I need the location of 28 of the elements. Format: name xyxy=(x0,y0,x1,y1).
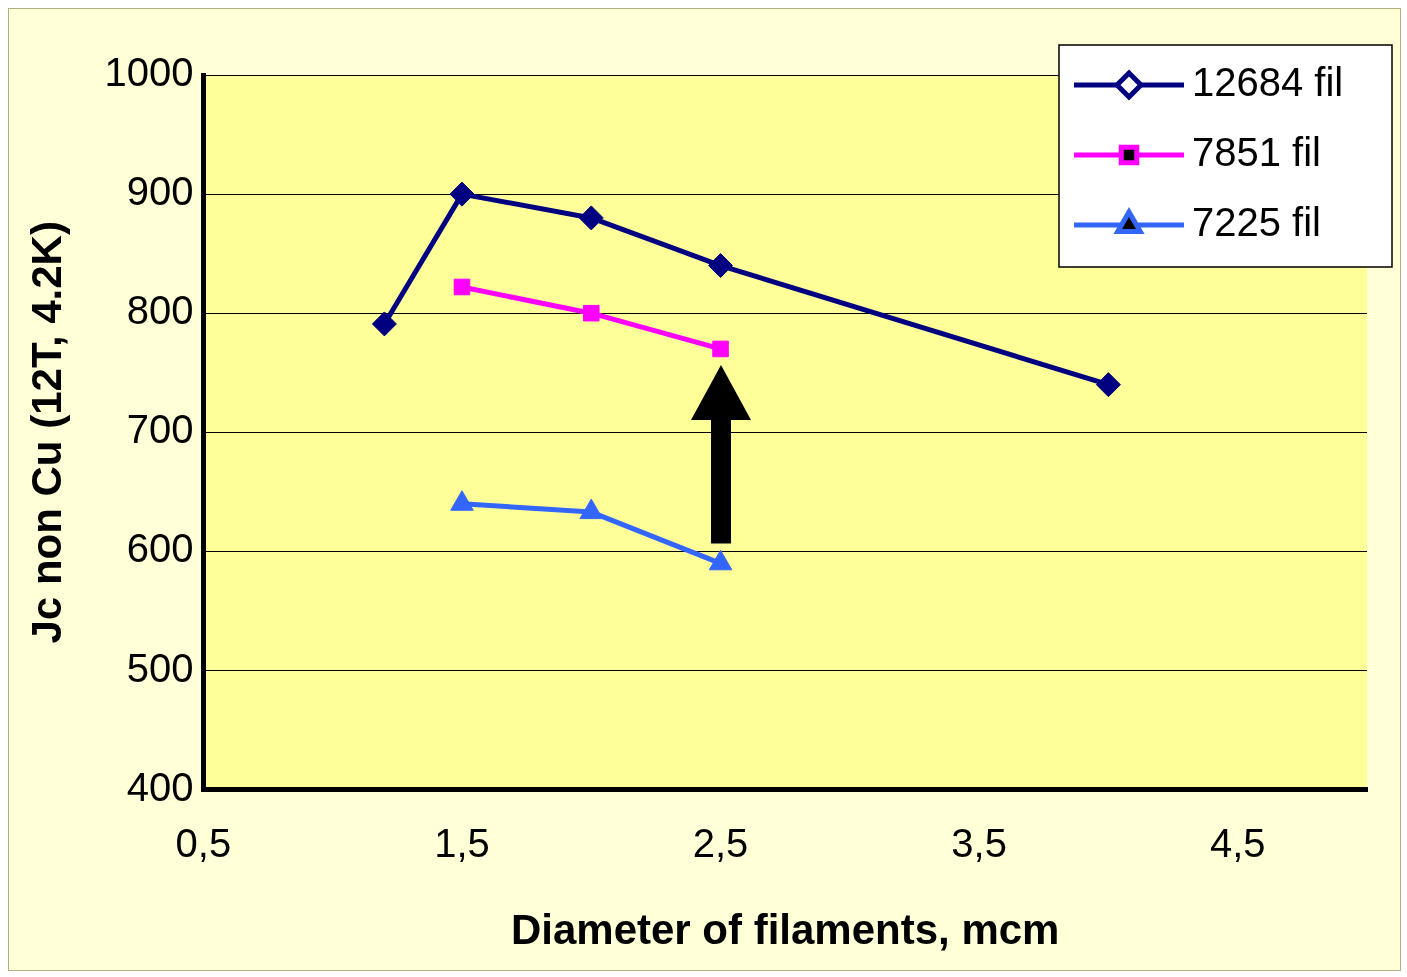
point xyxy=(449,181,475,207)
point xyxy=(708,253,734,279)
y-tick-label: 700 xyxy=(126,407,194,452)
legend-label: 7225 fil xyxy=(1192,200,1321,245)
y-axis-title: Jc non Cu (12T, 4.2K) xyxy=(22,221,70,644)
point xyxy=(453,278,471,296)
y-tick-label: 900 xyxy=(126,169,194,214)
point xyxy=(582,304,600,322)
x-tick-label: 4,5 xyxy=(1209,820,1266,865)
y-tick-label: 400 xyxy=(126,764,194,809)
point xyxy=(712,340,729,358)
point xyxy=(708,549,733,571)
point xyxy=(1095,372,1121,398)
point xyxy=(578,205,604,231)
y-tick-label: 600 xyxy=(126,526,194,571)
x-axis-title: Diameter of filaments, mcm xyxy=(510,906,1060,954)
point xyxy=(579,498,604,520)
y-tick-label: 500 xyxy=(126,645,194,690)
x-tick-label: 2,5 xyxy=(692,820,749,865)
y-tick-label: 800 xyxy=(126,288,194,333)
x-tick-label: 1,5 xyxy=(434,820,490,865)
x-tick-label: 0,5 xyxy=(175,820,232,865)
point xyxy=(450,490,474,511)
y-tick-label: 1000 xyxy=(104,50,194,95)
x-tick-label: 3,5 xyxy=(951,820,1007,865)
point xyxy=(371,311,397,337)
legend-label: 7851 fil xyxy=(1192,130,1321,175)
legend-label: 12684 fil xyxy=(1192,60,1344,105)
